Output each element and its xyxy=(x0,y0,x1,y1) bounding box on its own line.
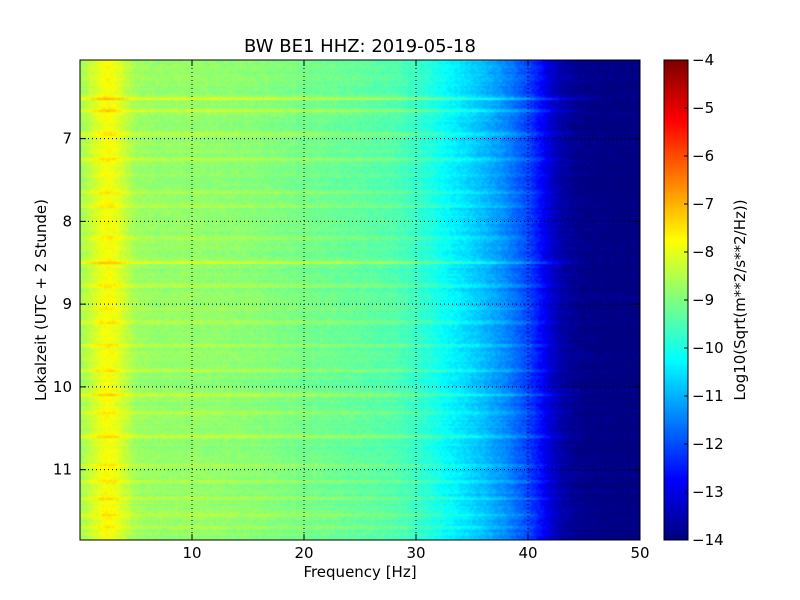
colorbar-tick-label: −12 xyxy=(692,435,724,453)
plot-frame xyxy=(79,59,641,541)
y-axis-label: Lokalzeit (UTC + 2 Stunde) xyxy=(32,199,50,401)
colorbar-ticks: −4 −5 −6 −7 −8 −9 −10 −11 −12 −13 −14 xyxy=(684,51,724,549)
chart-title: BW BE1 HHZ: 2019-05-18 xyxy=(244,36,476,57)
grid-lines xyxy=(80,60,640,540)
colorbar-tick-label: −14 xyxy=(692,531,724,549)
colorbar-tick-label: −4 xyxy=(692,51,714,69)
x-tick-label: 10 xyxy=(182,544,201,562)
x-tick-label: 20 xyxy=(294,544,313,562)
colorbar: −4 −5 −6 −7 −8 −9 −10 −11 −12 −13 −14 xyxy=(663,51,724,549)
y-tick-label: 11 xyxy=(53,461,72,479)
plot-area: 10 20 30 40 50 7 8 9 10 11 xyxy=(53,59,650,562)
x-tick-label: 40 xyxy=(518,544,537,562)
y-tick-label: 9 xyxy=(62,295,72,313)
y-axis: 7 8 9 10 11 xyxy=(53,130,640,479)
y-tick-label: 7 xyxy=(62,130,72,148)
y-tick-label: 10 xyxy=(53,378,72,396)
colorbar-tick-label: −10 xyxy=(692,339,724,357)
x-tick-label: 50 xyxy=(630,544,649,562)
colorbar-tick-label: −8 xyxy=(692,243,714,261)
y-tick-label: 8 xyxy=(62,212,72,230)
spectrogram-heatmap xyxy=(80,60,640,540)
colorbar-tick-label: −9 xyxy=(692,291,714,309)
x-tick-label: 30 xyxy=(406,544,425,562)
colorbar-label: Log10(Sqrt(m**2/s**2/Hz)) xyxy=(731,199,749,400)
colorbar-tick-label: −7 xyxy=(692,195,714,213)
colorbar-tick-label: −13 xyxy=(692,483,724,501)
x-axis: 10 20 30 40 50 xyxy=(182,60,650,562)
colorbar-tick-label: −6 xyxy=(692,147,714,165)
colorbar-tick-label: −5 xyxy=(692,99,714,117)
colorbar-tick-label: −11 xyxy=(692,387,724,405)
x-axis-label: Frequency [Hz] xyxy=(303,563,416,581)
